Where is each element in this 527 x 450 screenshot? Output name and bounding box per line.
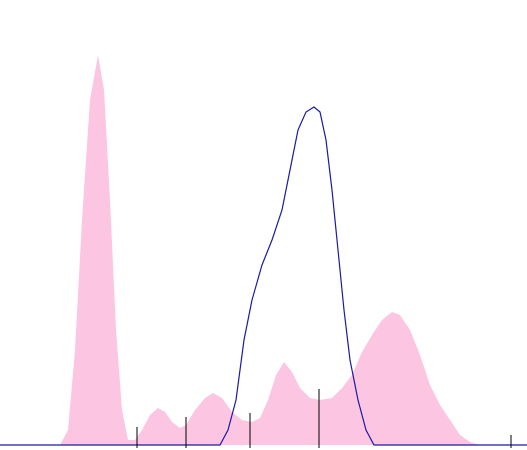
line — [0, 106, 527, 446]
area — [0, 55, 527, 445]
